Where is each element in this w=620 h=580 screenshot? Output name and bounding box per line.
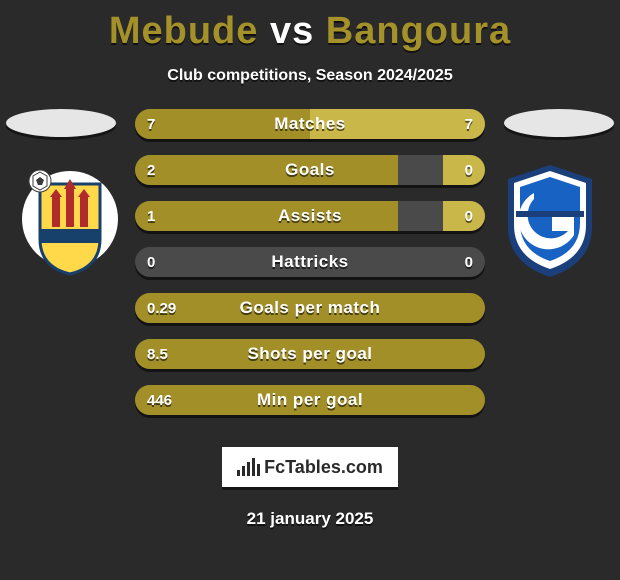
stat-value-left: 7 xyxy=(135,109,167,139)
stat-label: Matches xyxy=(135,109,485,139)
club-crest-right xyxy=(500,159,600,279)
stat-label: Hattricks xyxy=(135,247,485,277)
stat-row: Hattricks0 0 xyxy=(135,247,485,277)
page-title: Mebude vs Bangoura xyxy=(0,0,620,53)
vs-text: vs xyxy=(270,10,314,52)
fctables-logo: FcTables.com xyxy=(222,447,398,487)
player1-name: Mebude xyxy=(109,10,259,52)
stat-row: Assists1 0 xyxy=(135,201,485,231)
player2-name: Bangoura xyxy=(326,10,511,52)
subtitle: Club competitions, Season 2024/2025 xyxy=(0,67,620,85)
stat-label: Assists xyxy=(135,201,485,231)
stat-value-left: 8.5 xyxy=(135,339,180,369)
stat-row: Min per goal446 xyxy=(135,385,485,415)
stat-value-left: 0 xyxy=(135,247,167,277)
stat-value-left: 1 xyxy=(135,201,167,231)
stat-bars: Matches77Goals20Assists10Hattricks00Goal… xyxy=(135,109,485,431)
logo-text: FcTables.com xyxy=(264,457,383,478)
logo-bars-icon xyxy=(237,458,260,476)
stat-value-left: 0.29 xyxy=(135,293,188,323)
club-crest-left xyxy=(20,159,120,279)
stat-value-left: 2 xyxy=(135,155,167,185)
stat-row: Goals2 0 xyxy=(135,155,485,185)
comparison-arena: Matches77Goals20Assists10Hattricks00Goal… xyxy=(0,109,620,439)
stat-value-right: 0 xyxy=(453,247,485,277)
stat-value-left: 446 xyxy=(135,385,184,415)
stat-label: Goals xyxy=(135,155,485,185)
stat-row: Goals per match0.29 xyxy=(135,293,485,323)
date-text: 21 january 2025 xyxy=(0,509,620,529)
stat-value-right: 7 xyxy=(453,109,485,139)
pedestal-right xyxy=(504,109,614,137)
stat-value-right: 0 xyxy=(453,155,485,185)
stat-label: Min per goal xyxy=(135,385,485,415)
stat-label: Shots per goal xyxy=(135,339,485,369)
pedestal-left xyxy=(6,109,116,137)
stat-row: Matches7 7 xyxy=(135,109,485,139)
stat-value-right: 0 xyxy=(453,201,485,231)
stat-row: Shots per goal8.5 xyxy=(135,339,485,369)
